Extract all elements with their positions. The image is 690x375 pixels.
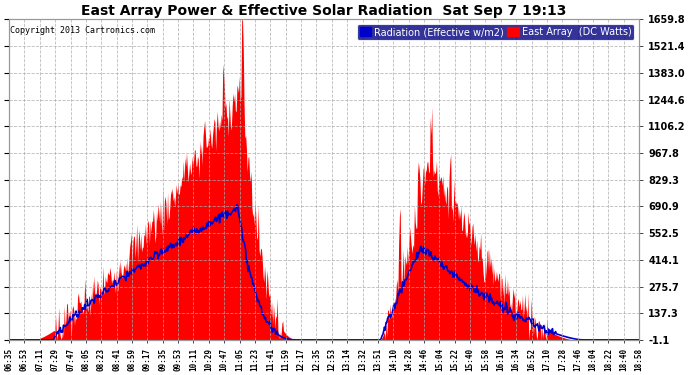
Text: Copyright 2013 Cartronics.com: Copyright 2013 Cartronics.com bbox=[10, 26, 155, 35]
Title: East Array Power & Effective Solar Radiation  Sat Sep 7 19:13: East Array Power & Effective Solar Radia… bbox=[81, 4, 566, 18]
Legend: Radiation (Effective w/m2), East Array  (DC Watts): Radiation (Effective w/m2), East Array (… bbox=[357, 24, 634, 40]
